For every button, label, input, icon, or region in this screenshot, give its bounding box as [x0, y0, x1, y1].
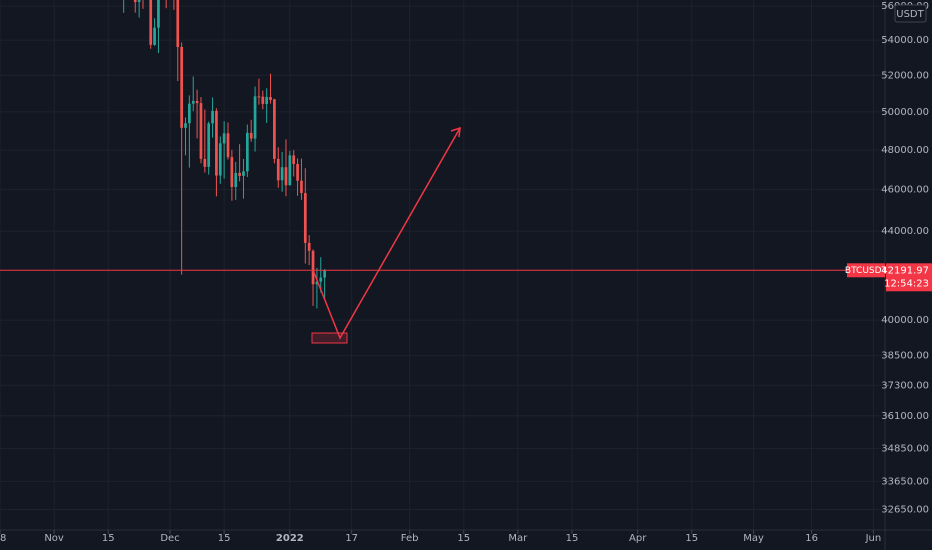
x-tick-label: Apr	[629, 533, 647, 544]
candle-body	[195, 100, 199, 104]
candle-body	[273, 99, 276, 159]
y-tick-label: 54000.00	[881, 35, 929, 46]
candle-body	[157, 0, 160, 28]
grid	[0, 0, 885, 530]
candle-body	[184, 123, 187, 128]
countdown: 12:54:23	[884, 278, 929, 289]
x-tick-label: 15	[218, 533, 231, 544]
currency: USDT	[896, 9, 924, 20]
x-tick-label: 15	[102, 533, 115, 544]
candle-body	[203, 159, 207, 167]
candle-body	[153, 27, 156, 45]
symbol-label: BTCUSDT	[845, 266, 888, 276]
candle-body	[261, 96, 265, 104]
candle-body	[296, 163, 299, 181]
y-tick-label: 46000.00	[881, 185, 929, 196]
y-tick-label: 44000.00	[881, 226, 929, 237]
y-tick-label: 50000.00	[881, 107, 929, 118]
x-tick-label: Feb	[401, 533, 419, 544]
candle-body	[288, 155, 292, 186]
target-zone	[311, 332, 348, 344]
candle-body	[211, 110, 214, 124]
candle-body	[222, 133, 226, 144]
candles	[0, 0, 885, 309]
currency-box[interactable]	[894, 4, 927, 23]
x-tick-label: Mar	[508, 533, 528, 544]
x-tick-label: 15	[566, 533, 579, 544]
candle-body	[133, 0, 137, 3]
arrow-head	[450, 126, 461, 138]
price-label-box	[886, 263, 932, 292]
candle-body	[234, 172, 238, 187]
candle-body	[218, 143, 222, 176]
candle-body	[253, 96, 257, 139]
x-tick-label: 18	[0, 533, 6, 544]
candle-body	[311, 250, 315, 285]
candle-body	[249, 132, 253, 139]
candle-body	[265, 96, 269, 104]
candle-body	[245, 132, 249, 172]
y-tick-label: 38500.00	[881, 351, 929, 362]
candle-body	[269, 97, 272, 100]
y-tick-label: 40000.00	[881, 315, 929, 326]
candle-body	[149, 0, 153, 45]
x-tick-label: 2022	[276, 533, 304, 544]
last-price: 42191.97	[881, 265, 929, 276]
candle-body	[199, 103, 203, 159]
x-tick-label: Dec	[160, 533, 179, 544]
candle-body	[307, 242, 311, 251]
candle-body	[191, 100, 195, 104]
y-tick-label: 37300.00	[881, 380, 929, 391]
candle-body	[319, 277, 323, 282]
projection-path	[312, 127, 461, 340]
overlay	[311, 126, 461, 344]
x-tick-label: Jun	[865, 533, 882, 544]
candle-body	[292, 155, 296, 164]
candle-body	[176, 0, 180, 47]
candle-body	[226, 133, 230, 158]
y-tick-label: 33650.00	[881, 476, 929, 487]
candle-body	[238, 172, 241, 176]
x-tick-label: 15	[685, 533, 698, 544]
y-tick-label: 32650.00	[881, 504, 929, 515]
candle-body	[230, 157, 234, 188]
candle-body	[137, 0, 141, 3]
candle-body	[300, 180, 303, 194]
candle-body	[257, 96, 261, 98]
x-tick-label: Nov	[44, 533, 64, 544]
x-tick-label: 17	[345, 533, 358, 544]
y-tick-label: 34850.00	[881, 444, 929, 455]
candle-body	[242, 171, 245, 176]
candle-body	[323, 270, 326, 278]
candle-body	[207, 123, 211, 167]
y-tick-label: 48000.00	[881, 145, 929, 156]
symbol-label-box	[847, 263, 885, 278]
candle-body	[280, 167, 284, 181]
candle-body	[276, 158, 280, 181]
x-tick-label: 15	[457, 533, 470, 544]
candle-body	[215, 110, 218, 176]
candle-body	[284, 167, 288, 186]
candle-body	[188, 103, 191, 124]
y-tick-label: 52000.00	[881, 70, 929, 81]
candle-body	[315, 281, 319, 285]
candle-body	[180, 46, 183, 128]
x-tick-label: May	[743, 533, 764, 544]
x-tick-label: 16	[805, 533, 818, 544]
candle-body	[303, 193, 307, 243]
y-tick-label: 36100.00	[881, 411, 929, 422]
